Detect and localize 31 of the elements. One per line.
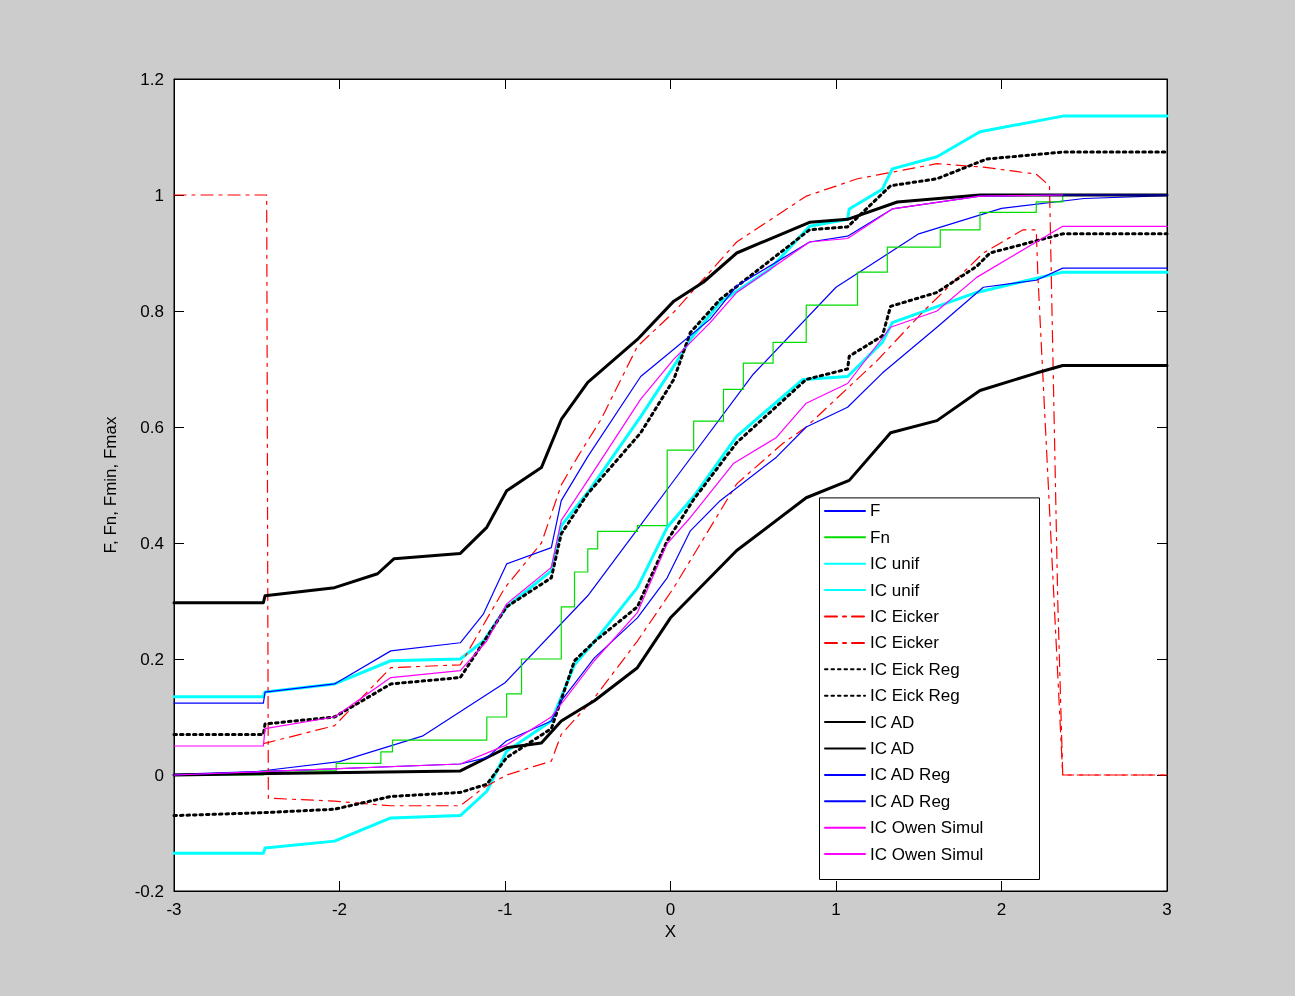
legend-label: IC Eick Reg [870, 686, 960, 706]
legend-label: Fn [870, 527, 890, 547]
y-tick-label: 0.2 [140, 649, 164, 669]
x-tick-label: 0 [665, 900, 676, 919]
legend-label: IC unif [870, 580, 920, 600]
y-axis-title: F, Fn, Fmin, Fmax [101, 416, 120, 554]
legend-label: IC Owen Simul [870, 844, 984, 864]
legend-label: IC AD Reg [870, 765, 951, 785]
y-tick-label: 0 [154, 765, 164, 785]
legend-label: IC AD Reg [870, 791, 951, 811]
x-axis-title: X [664, 921, 677, 941]
legend-label: IC AD [870, 712, 915, 732]
legend-label: F [870, 501, 881, 521]
legend-label: IC AD [870, 739, 915, 758]
legend-label: IC Eick Reg [870, 659, 960, 679]
x-tick-label: -3 [166, 900, 182, 919]
x-tick-label: 1 [831, 900, 841, 919]
legend-label: IC Eicker [870, 607, 940, 626]
y-tick-label: -0.2 [134, 881, 164, 901]
legend-label: IC unif [870, 554, 920, 574]
y-tick-label: 0.4 [140, 533, 164, 553]
y-tick-label: 0.6 [140, 417, 164, 437]
x-tick-label: -2 [331, 900, 348, 919]
legend-label: IC Owen Simul [870, 818, 984, 838]
y-tick-label: 0.8 [140, 301, 164, 321]
legend-label: IC Eicker [870, 633, 940, 653]
x-tick-label: 2 [996, 900, 1007, 919]
x-tick-label: 3 [1162, 900, 1172, 919]
y-tick-label: 1.2 [140, 69, 164, 89]
y-tick-label: 1 [154, 185, 164, 205]
x-tick-label: -1 [497, 900, 513, 919]
